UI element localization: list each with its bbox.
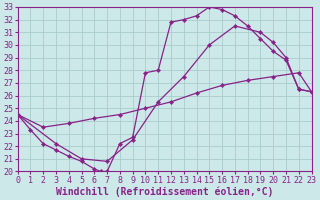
X-axis label: Windchill (Refroidissement éolien,°C): Windchill (Refroidissement éolien,°C) [56,186,273,197]
